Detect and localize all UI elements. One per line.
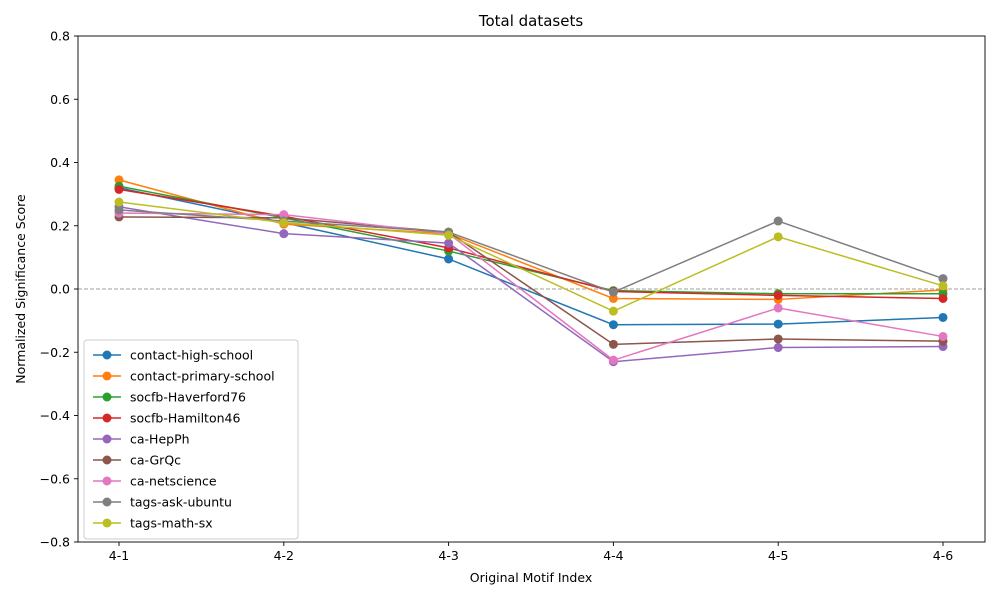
y-tick-label: −0.4 xyxy=(40,408,70,423)
series-line-contact-primary-school xyxy=(118,179,944,301)
data-point-tags-ask-ubuntu-4-6 xyxy=(938,274,948,284)
data-point-contact-primary-school-4-1 xyxy=(114,175,124,185)
data-point-contact-high-school-4-3 xyxy=(444,254,454,264)
x-tick-label: 4-1 xyxy=(109,548,129,563)
series-socfb-Hamilton46 xyxy=(114,184,948,303)
data-point-tags-math-sx-4-2 xyxy=(279,218,289,228)
data-point-ca-HepPh-4-5 xyxy=(773,343,783,353)
legend-label: socfb-Hamilton46 xyxy=(130,411,240,426)
legend-label: ca-netscience xyxy=(130,474,217,489)
series-contact-primary-school xyxy=(114,175,948,304)
y-tick-label: −0.8 xyxy=(40,535,70,550)
legend-marker xyxy=(102,518,112,528)
legend-label: contact-high-school xyxy=(130,348,253,363)
legend-item-contact-primary-school: contact-primary-school xyxy=(93,369,275,384)
legend-marker xyxy=(102,350,112,360)
legend-marker xyxy=(102,434,112,444)
legend-label: ca-GrQc xyxy=(130,453,181,468)
data-point-tags-math-sx-4-6 xyxy=(938,281,948,291)
data-point-contact-high-school-4-4 xyxy=(608,320,618,330)
legend: contact-high-school contact-primary-schoo… xyxy=(83,339,299,540)
series-line-ca-netscience xyxy=(118,212,944,361)
y-tick-label: 0.0 xyxy=(50,282,70,297)
y-tick-label: 0.8 xyxy=(50,29,70,44)
legend-marker xyxy=(102,497,112,507)
legend-item-ca-netscience: ca-netscience xyxy=(93,474,217,489)
plot-area: 4-1 4-2 4-3 4-4 4-5 4-6 −0.8 −0.6 −0.4 −0.2 0.0 0.2… xyxy=(40,29,986,563)
series-socfb-Haverford76 xyxy=(114,181,948,299)
x-tick-label: 4-6 xyxy=(933,548,953,563)
legend-marker xyxy=(102,392,112,402)
legend-item-socfb-Hamilton46: socfb-Hamilton46 xyxy=(93,411,240,426)
data-point-contact-primary-school-4-4 xyxy=(608,293,618,303)
data-point-ca-GrQc-4-5 xyxy=(773,334,783,344)
legend-item-ca-HepPh: ca-HepPh xyxy=(93,432,190,447)
y-axis-label: Normalized Significance Score xyxy=(13,194,28,384)
y-tick-label: −0.2 xyxy=(40,345,70,360)
series-contact-high-school xyxy=(114,183,948,330)
chart-title: Total datasets xyxy=(478,12,584,30)
data-point-ca-GrQc-4-4 xyxy=(608,339,618,349)
y-tick-label: 0.4 xyxy=(50,155,70,170)
legend-item-ca-GrQc: ca-GrQc xyxy=(93,453,181,468)
data-point-ca-HepPh-4-2 xyxy=(279,229,289,239)
x-axis-label: Original Motif Index xyxy=(470,570,592,585)
series-line-socfb-Haverford76 xyxy=(118,185,943,295)
legend-marker xyxy=(102,371,112,381)
x-tick-label: 4-5 xyxy=(768,548,788,563)
legend-item-contact-high-school: contact-high-school xyxy=(93,348,253,363)
legend-label: socfb-Haverford76 xyxy=(130,390,246,405)
data-point-ca-netscience-4-2 xyxy=(279,210,289,220)
data-point-tags-math-sx-4-4 xyxy=(608,306,618,316)
series-line-contact-high-school xyxy=(118,187,944,326)
data-point-contact-high-school-4-5 xyxy=(773,319,783,329)
legend-marker xyxy=(102,455,112,465)
data-point-ca-HepPh-4-3 xyxy=(444,238,454,248)
x-tick-label: 4-3 xyxy=(438,548,458,563)
legend-label: tags-ask-ubuntu xyxy=(130,495,232,510)
y-tick-label: −0.6 xyxy=(40,471,70,486)
legend-marker xyxy=(102,476,112,486)
series-tags-math-sx xyxy=(114,197,948,316)
data-point-tags-math-sx-4-5 xyxy=(773,232,783,242)
legend-label: contact-primary-school xyxy=(130,369,275,384)
legend-label: ca-HepPh xyxy=(130,432,190,447)
series-line-tags-ask-ubuntu xyxy=(118,209,944,293)
data-point-ca-netscience-4-4 xyxy=(608,355,618,365)
data-point-ca-netscience-4-6 xyxy=(938,331,948,341)
data-point-socfb-Hamilton46-4-5 xyxy=(773,290,783,300)
series-line-ca-HepPh xyxy=(118,206,944,363)
data-point-tags-math-sx-4-3 xyxy=(444,230,454,240)
legend-marker xyxy=(102,413,112,423)
legend-item-tags-ask-ubuntu: tags-ask-ubuntu xyxy=(93,495,232,510)
y-tick-label: 0.6 xyxy=(50,92,70,107)
data-point-tags-math-sx-4-1 xyxy=(114,197,124,207)
series-tags-ask-ubuntu xyxy=(114,205,948,297)
legend-box xyxy=(83,339,299,540)
series-line-ca-GrQc xyxy=(118,216,944,346)
legend-item-socfb-Haverford76: socfb-Haverford76 xyxy=(93,390,246,405)
data-point-ca-netscience-4-5 xyxy=(773,303,783,313)
data-point-socfb-Hamilton46-4-6 xyxy=(938,293,948,303)
series-line-tags-math-sx xyxy=(118,201,944,312)
series-ca-GrQc xyxy=(114,212,948,349)
data-point-tags-ask-ubuntu-4-5 xyxy=(773,216,783,226)
y-tick-label: 0.2 xyxy=(50,218,70,233)
legend-item-tags-math-sx: tags-math-sx xyxy=(93,516,213,531)
legend-label: tags-math-sx xyxy=(130,516,213,531)
data-point-tags-ask-ubuntu-4-1 xyxy=(114,205,124,215)
data-point-socfb-Hamilton46-4-1 xyxy=(114,184,124,194)
x-tick-label: 4-2 xyxy=(274,548,294,563)
series-line-socfb-Hamilton46 xyxy=(118,188,944,300)
x-tick-label: 4-4 xyxy=(603,548,623,563)
data-point-contact-high-school-4-6 xyxy=(938,312,948,322)
data-point-tags-ask-ubuntu-4-4 xyxy=(608,287,618,297)
